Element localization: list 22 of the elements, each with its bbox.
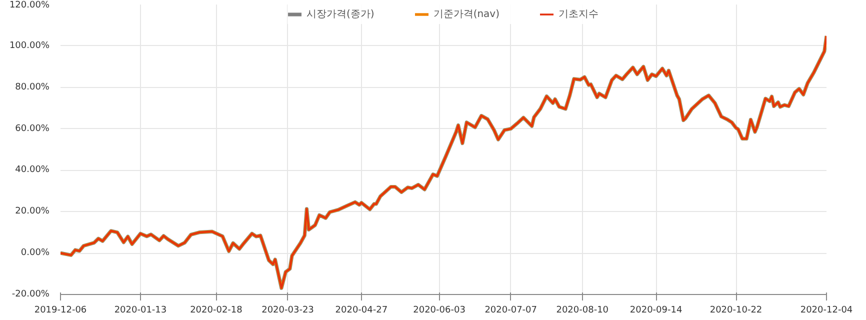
x-tick-label: 2020-03-23 — [262, 306, 314, 316]
legend-label: 기초지수 — [558, 8, 598, 21]
y-tick-label: 120.00% — [9, 0, 50, 10]
x-tick-label: 2020-02-18 — [190, 306, 243, 316]
legend-label: 시장가격(종가) — [306, 8, 374, 21]
x-tick-label: 2020-04-27 — [335, 306, 388, 316]
x-tick-label: 2020-01-13 — [114, 306, 167, 316]
x-tick-label: 2020-07-07 — [484, 306, 537, 316]
x-tick-label: 2020-10-22 — [710, 306, 762, 316]
y-tick-label: 80.00% — [15, 82, 50, 92]
x-tick-label: 2020-12-04 — [800, 306, 853, 316]
x-tick-label: 2020-09-14 — [630, 306, 682, 316]
y-tick-label: 60.00% — [15, 124, 50, 134]
y-tick-label: 100.00% — [9, 40, 50, 51]
x-tick-label: 2019-12-06 — [34, 306, 87, 316]
y-tick-label: 40.00% — [15, 165, 50, 176]
y-tick-label: 0.00% — [20, 248, 50, 258]
y-tick-label: 20.00% — [15, 206, 50, 217]
y-tick-label: -20.00% — [12, 290, 50, 300]
legend-label: 기준가격(nav) — [433, 8, 500, 21]
x-tick-label: 2020-08-10 — [556, 306, 609, 316]
x-tick-label: 2020-06-03 — [413, 306, 466, 316]
